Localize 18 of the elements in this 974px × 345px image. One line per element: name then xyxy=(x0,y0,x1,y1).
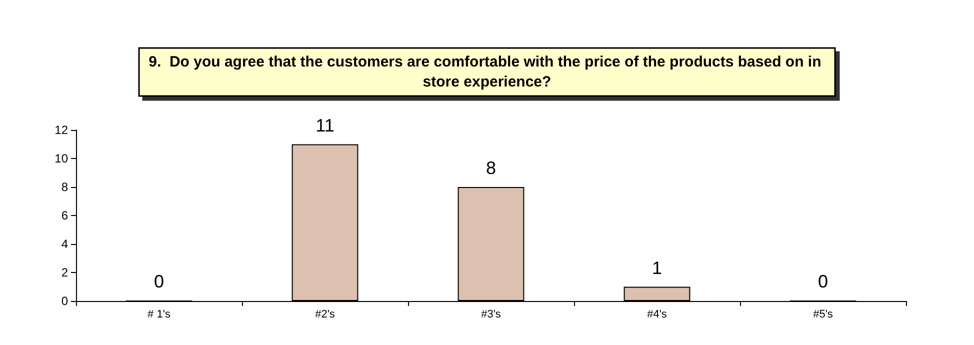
x-tick-label: # 1's xyxy=(148,308,171,320)
y-tick-label: 4 xyxy=(61,237,68,251)
data-label: 8 xyxy=(486,158,496,178)
data-label: 0 xyxy=(818,272,828,292)
data-label: 0 xyxy=(154,272,164,292)
x-tick-label: #4's xyxy=(647,308,668,320)
x-tick-label: #2's xyxy=(315,308,336,320)
x-tick-label: #3's xyxy=(481,308,502,320)
y-tick-label: 8 xyxy=(61,180,68,194)
y-tick-label: 12 xyxy=(54,123,68,137)
chart-title: 9. Do you agree that the customers are comfortable with the price of the products based on in store experience? xyxy=(148,54,826,90)
data-label: 1 xyxy=(652,258,662,278)
x-tick-label: #5's xyxy=(813,308,834,320)
data-label: 11 xyxy=(316,115,334,136)
y-tick-label: 10 xyxy=(54,152,68,166)
y-tick-label: 0 xyxy=(61,294,68,308)
y-tick-label: 6 xyxy=(61,208,68,222)
y-tick-label: 2 xyxy=(61,266,68,280)
